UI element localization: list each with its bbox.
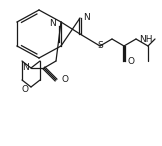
Text: N: N xyxy=(49,19,56,27)
Text: NH: NH xyxy=(139,34,152,44)
Text: N: N xyxy=(83,13,90,21)
Text: O: O xyxy=(21,85,28,93)
Text: N: N xyxy=(22,64,29,73)
Text: O: O xyxy=(128,57,135,66)
Text: O: O xyxy=(61,75,68,85)
Text: S: S xyxy=(97,41,103,51)
